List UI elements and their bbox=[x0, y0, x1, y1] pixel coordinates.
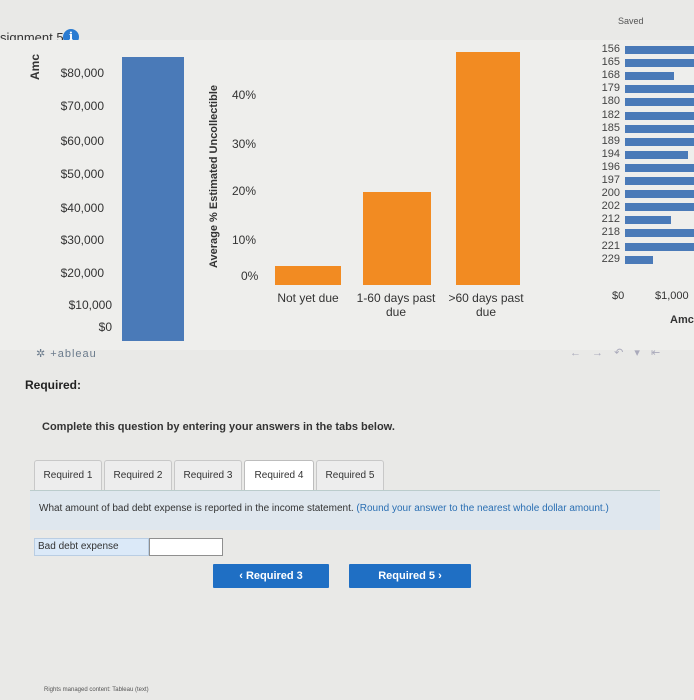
mini-chart-label: 197 bbox=[601, 174, 620, 186]
mini-chart-bar[interactable] bbox=[625, 242, 694, 251]
mini-chart-label: 202 bbox=[601, 200, 620, 213]
mini-chart-label: 156 bbox=[601, 43, 620, 55]
pct-tick: 10% bbox=[232, 233, 257, 247]
bar-over-60-days[interactable] bbox=[456, 52, 520, 285]
amount-bar[interactable] bbox=[122, 57, 184, 341]
mini-chart-bar[interactable] bbox=[625, 98, 694, 107]
mini-chart-label: 218 bbox=[601, 226, 620, 239]
mini-axis-title: Amc bbox=[670, 314, 694, 326]
mini-chart-label: 180 bbox=[601, 95, 620, 108]
mini-chart-bar[interactable] bbox=[625, 46, 694, 54]
prev-button-label: Required 3 bbox=[245, 570, 303, 582]
mini-chart-bar[interactable] bbox=[625, 111, 694, 120]
tableau-logo[interactable]: ✲ +ableau bbox=[36, 348, 97, 360]
pct-tick: 0% bbox=[241, 269, 259, 283]
amount-tick: $40,000 bbox=[60, 201, 104, 215]
saved-status: Saved bbox=[618, 16, 644, 26]
mini-chart-bar[interactable] bbox=[625, 255, 653, 264]
tab-required-3[interactable]: Required 3 bbox=[174, 460, 242, 490]
mini-chart-bar[interactable] bbox=[625, 59, 694, 68]
bar-not-yet-due[interactable] bbox=[275, 266, 341, 285]
mini-chart-label: 189 bbox=[601, 134, 620, 147]
tableau-panel bbox=[0, 40, 694, 350]
mini-chart-bar[interactable] bbox=[625, 137, 694, 146]
category-label: >60 days past due bbox=[448, 291, 524, 319]
mini-chart-label: 165 bbox=[601, 56, 620, 69]
tableau-logo-text: +ableau bbox=[50, 348, 97, 360]
amount-tick: $70,000 bbox=[60, 99, 104, 113]
next-button-label: Required 5 bbox=[378, 570, 436, 582]
bad-debt-input[interactable] bbox=[149, 538, 223, 556]
amount-tick: $30,000 bbox=[60, 233, 104, 247]
mini-chart-bar[interactable] bbox=[625, 150, 688, 159]
prev-required-button[interactable]: ‹ Required 3 bbox=[213, 564, 329, 588]
tableau-toolbar[interactable]: ← → ↶ ▾ ⇤ bbox=[570, 347, 665, 359]
pct-axis-title: Average % Estimated Uncollectible bbox=[208, 85, 220, 268]
next-required-button[interactable]: Required 5 › bbox=[349, 564, 471, 588]
amount-axis-title: Amc bbox=[28, 53, 42, 80]
footer: Rights managed content: Tableau (text) bbox=[44, 687, 149, 693]
category-label: Not yet due bbox=[277, 291, 339, 305]
amount-tick: $10,000 bbox=[68, 298, 112, 312]
mini-chart-label: 196 bbox=[601, 160, 620, 173]
amount-tick: $80,000 bbox=[60, 66, 104, 80]
pct-tick: 30% bbox=[232, 137, 257, 151]
mini-axis-tick: $1,000 bbox=[655, 290, 689, 302]
pct-tick: 40% bbox=[232, 88, 257, 102]
mini-chart-bar[interactable] bbox=[625, 203, 694, 212]
mini-axis-tick: $0 bbox=[612, 290, 625, 302]
mini-chart-label: 221 bbox=[601, 239, 620, 252]
category-label: 1-60 days past due bbox=[356, 291, 436, 319]
mini-chart-bar[interactable] bbox=[625, 216, 671, 225]
amount-tick: $0 bbox=[98, 320, 112, 334]
pct-tick: 20% bbox=[232, 184, 257, 198]
question-note: (Round your answer to the nearest whole … bbox=[356, 503, 609, 514]
instructions: Complete this question by entering your … bbox=[42, 421, 395, 433]
mini-chart-bar[interactable] bbox=[625, 85, 694, 94]
required-title: Required: bbox=[25, 378, 82, 392]
bar-1-60-days[interactable] bbox=[363, 192, 431, 285]
mini-chart-label: 168 bbox=[601, 69, 620, 82]
mini-chart-label: 200 bbox=[601, 187, 620, 200]
bad-debt-label: Bad debt expense bbox=[34, 538, 149, 556]
mini-chart-label: 185 bbox=[601, 121, 620, 134]
tab-required-1[interactable]: Required 1 bbox=[34, 460, 102, 490]
amount-tick: $60,000 bbox=[60, 134, 104, 148]
tab-required-4[interactable]: Required 4 bbox=[244, 460, 314, 490]
tab-panel bbox=[30, 490, 660, 530]
mini-chart-label: 179 bbox=[601, 82, 620, 95]
mini-chart-bar[interactable] bbox=[625, 190, 694, 199]
amount-tick: $20,000 bbox=[60, 266, 104, 280]
mini-chart-bar[interactable] bbox=[625, 72, 674, 81]
question-prompt: What amount of bad debt expense is repor… bbox=[39, 503, 354, 514]
amount-tick: $50,000 bbox=[60, 167, 104, 181]
tab-required-2[interactable]: Required 2 bbox=[104, 460, 172, 490]
tab-required-5[interactable]: Required 5 bbox=[316, 460, 384, 490]
mini-chart-label: 194 bbox=[601, 147, 620, 160]
mini-chart-bar[interactable] bbox=[625, 177, 694, 185]
mini-chart-bar[interactable] bbox=[625, 229, 694, 238]
mini-chart-label: 229 bbox=[601, 252, 620, 265]
mini-chart-label: 182 bbox=[601, 108, 620, 121]
question-text: What amount of bad debt expense is repor… bbox=[39, 502, 639, 515]
mini-chart-bar[interactable] bbox=[625, 124, 694, 133]
mini-chart-bar[interactable] bbox=[625, 163, 694, 172]
mini-chart-label: 212 bbox=[601, 213, 620, 226]
